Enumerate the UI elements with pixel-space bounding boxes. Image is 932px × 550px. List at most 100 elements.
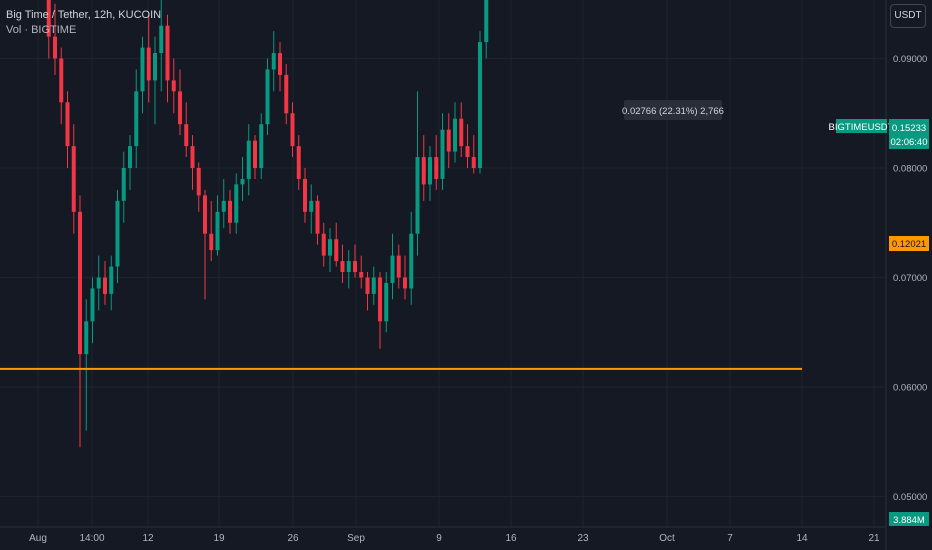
candle-body <box>209 233 214 251</box>
chart-legend: Big Time / Tether, 12h, KUCOIN Vol · BIG… <box>6 8 161 38</box>
candle-body <box>240 178 245 185</box>
level-tag: 0.12021 <box>889 236 929 251</box>
price-tag-symbol: BIGTIMEUSDT <box>829 122 894 133</box>
candle-body <box>184 124 189 147</box>
candle-body <box>78 211 82 355</box>
price-tag: BIGTIMEUSDT 0.15233 02:06:40 <box>829 119 929 149</box>
volume-label[interactable]: Vol · BIGTIME <box>6 24 77 36</box>
candle-body <box>403 277 407 289</box>
price-tick-label: 0.07000 <box>893 273 927 284</box>
candle-body <box>153 53 157 81</box>
time-tick-label: 14:00 <box>79 533 104 544</box>
candle-body <box>103 277 107 294</box>
measure-tooltip: 0.02766 (22.31%) 2,766 <box>622 100 724 120</box>
time-tick-label: 16 <box>505 533 517 544</box>
time-axis[interactable]: Aug 14:00 12 19 26 Sep 9 16 23 Oct 7 14 21 <box>29 533 880 544</box>
candle-body <box>265 69 270 125</box>
candle-body <box>65 102 70 147</box>
time-tick-label: 23 <box>577 533 589 544</box>
symbol-title[interactable]: Big Time / Tether, 12h, KUCOIN <box>6 9 162 21</box>
candle-body <box>196 168 201 196</box>
candle-body <box>53 36 57 59</box>
time-tick-label: Oct <box>659 533 675 544</box>
price-tick-label: 0.05000 <box>893 492 927 503</box>
price-tick-label: 0.06000 <box>893 383 927 394</box>
chart-grid <box>0 0 886 527</box>
candle-body <box>396 255 401 278</box>
candle-body <box>415 157 420 234</box>
candle-body <box>296 146 301 179</box>
candle-body <box>259 124 264 168</box>
candle-body <box>340 261 345 273</box>
candle-body <box>246 140 251 179</box>
candle-body <box>253 140 257 168</box>
candle-body <box>178 91 182 125</box>
candle-body <box>165 25 170 81</box>
candle-body <box>159 25 164 54</box>
candle-body <box>328 239 332 256</box>
candle-body <box>278 53 282 75</box>
candle-body <box>215 211 220 251</box>
candle-body <box>484 0 489 43</box>
volume-tag-value: 3.884M <box>893 515 925 526</box>
candle-body <box>315 200 320 234</box>
candle-body <box>309 200 314 212</box>
time-tick-label: 9 <box>436 533 442 544</box>
candle-body <box>203 195 207 234</box>
candle-body <box>371 277 376 294</box>
candle-body <box>221 200 226 212</box>
price-axis[interactable]: 0.170000.160000.150000.140000.130000.120… <box>893 0 927 503</box>
candle-body <box>303 178 307 212</box>
volume-tag: 3.884M <box>889 512 929 526</box>
candle-body <box>471 157 476 168</box>
candle-body <box>321 233 326 256</box>
candle-body <box>284 74 289 114</box>
candle-body <box>390 255 395 283</box>
candle-body <box>140 47 145 92</box>
candle-body <box>353 261 357 273</box>
candle-body <box>134 91 139 147</box>
candle-body <box>359 272 364 278</box>
candle-body <box>434 157 439 179</box>
candle-body <box>171 80 176 92</box>
candle-body <box>146 47 151 81</box>
candle-body <box>428 157 432 185</box>
candle-body <box>446 129 451 152</box>
candle-body <box>90 288 95 322</box>
time-tick-label: 14 <box>796 533 808 544</box>
candle-body <box>84 321 89 355</box>
candle-body <box>365 277 370 294</box>
price-tag-countdown: 02:06:40 <box>891 137 928 148</box>
candle-body <box>346 261 351 273</box>
candle-body <box>465 146 470 158</box>
time-tick-label: 26 <box>287 533 299 544</box>
candle-body <box>453 118 457 152</box>
time-tick-label: Sep <box>347 533 365 544</box>
price-tick-label: 0.08000 <box>893 164 927 175</box>
candle-body <box>115 200 120 267</box>
candle-body <box>59 58 64 103</box>
candle-body <box>271 53 276 70</box>
candle-body <box>384 282 389 322</box>
time-tick-label: 21 <box>868 533 880 544</box>
candles <box>46 0 489 448</box>
candle-body <box>440 129 445 179</box>
time-tick-label: Aug <box>29 533 47 544</box>
time-tick-label: 7 <box>727 533 733 544</box>
candle-body <box>96 277 101 289</box>
candle-body <box>190 146 195 168</box>
candle-body <box>228 200 232 223</box>
measure-tooltip-text: 0.02766 (22.31%) 2,766 <box>622 106 724 117</box>
candle-body <box>290 113 295 147</box>
candle-body <box>71 146 76 212</box>
candle-body <box>478 42 482 169</box>
price-tick-label: 0.09000 <box>893 54 927 65</box>
candle-body <box>234 184 239 223</box>
candle-body <box>128 146 132 168</box>
currency-button[interactable]: USDT <box>890 4 926 28</box>
time-tick-label: 12 <box>142 533 154 544</box>
candle-body <box>409 233 414 289</box>
candle-body <box>421 157 426 185</box>
candle-body <box>334 239 339 262</box>
